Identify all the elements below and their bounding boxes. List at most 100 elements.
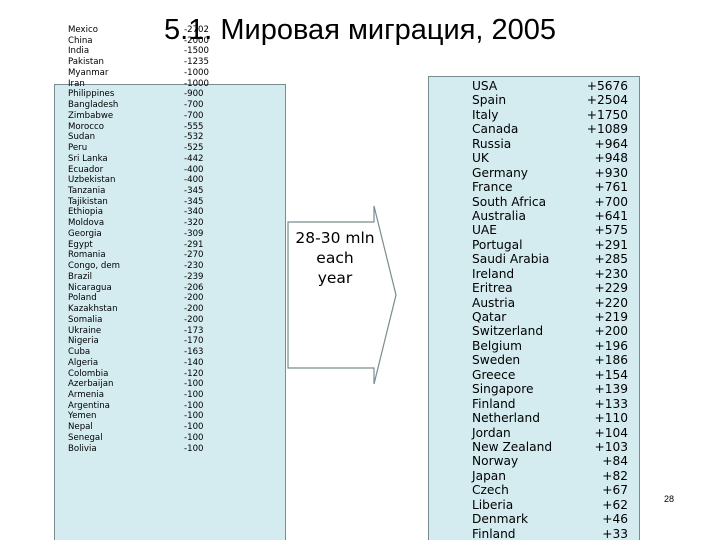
emigration-box <box>54 84 286 540</box>
country-name: South Africa <box>472 194 547 209</box>
emigration-row: Pakistan -1235 <box>68 57 228 68</box>
immigration-row: Czech +67 <box>472 483 632 497</box>
country-name: Sudan <box>68 132 96 143</box>
emigration-row: Bangladesh -700 <box>68 100 228 111</box>
immigration-row: Greece +154 <box>472 368 632 382</box>
country-name: Ireland <box>472 266 515 281</box>
country-name: Nigeria <box>68 336 99 347</box>
immigration-row: Belgium +196 <box>472 339 632 353</box>
migration-value: -270 <box>184 250 204 261</box>
country-name: Tanzania <box>68 186 106 197</box>
country-name: Bangladesh <box>68 100 119 111</box>
migration-value: -163 <box>184 347 204 358</box>
migration-value: -230 <box>184 261 204 272</box>
migration-value: -291 <box>184 239 204 250</box>
migration-value: +761 <box>594 180 628 195</box>
immigration-row: France +761 <box>472 180 632 194</box>
immigration-row: Sweden +186 <box>472 353 632 367</box>
country-name: UAE <box>472 223 497 238</box>
emigration-row: Ethiopia -340 <box>68 207 228 218</box>
immigration-row: Eritrea +229 <box>472 281 632 295</box>
immigration-row: South Africa +700 <box>472 195 632 209</box>
migration-value: +103 <box>594 439 628 454</box>
migration-value: +84 <box>602 454 628 469</box>
migration-value: +285 <box>594 252 628 267</box>
country-name: Iran <box>68 78 85 89</box>
migration-value: +62 <box>602 497 628 512</box>
emigration-row: Nepal -100 <box>68 422 228 433</box>
arrow-label-line-2: each <box>316 249 353 267</box>
immigration-row: Liberia +62 <box>472 498 632 512</box>
emigration-row: Romania -270 <box>68 250 228 261</box>
emigration-row: Yemen -100 <box>68 411 228 422</box>
immigration-row: Denmark +46 <box>472 512 632 526</box>
migration-value: -173 <box>184 325 204 336</box>
immigration-row: Switzerland +200 <box>472 324 632 338</box>
migration-value: +82 <box>602 468 628 483</box>
migration-value: -100 <box>184 443 204 454</box>
migration-value: +2504 <box>586 93 628 108</box>
country-name: Qatar <box>472 310 507 324</box>
country-name: Sweden <box>472 353 521 368</box>
migration-value: -140 <box>184 357 204 368</box>
country-name: Saudi Arabia <box>472 252 550 267</box>
country-name: Colombia <box>68 368 109 379</box>
country-name: Eritrea <box>472 281 513 296</box>
country-name: Armenia <box>68 389 105 400</box>
migration-value: -400 <box>184 175 204 186</box>
immigration-row: USA +5676 <box>472 79 632 93</box>
emigration-row: Mexico -2702 <box>68 25 228 36</box>
emigration-row: Uzbekistan -400 <box>68 175 228 186</box>
country-name: Peru <box>68 143 88 154</box>
migration-value: +700 <box>594 194 628 209</box>
country-name: Ukraine <box>68 325 102 336</box>
migration-value: +948 <box>594 151 628 166</box>
migration-value: -206 <box>184 282 204 293</box>
migration-value: +575 <box>594 223 628 238</box>
emigration-row: Sri Lanka -442 <box>68 154 228 165</box>
emigration-row: Egypt -291 <box>68 240 228 251</box>
immigration-row: Saudi Arabia +285 <box>472 252 632 266</box>
migration-value: +291 <box>594 237 628 252</box>
country-name: Somalia <box>68 314 103 325</box>
country-name: Russia <box>472 136 512 151</box>
arrow-label-line-3: year <box>318 269 353 287</box>
immigration-list: USA +5676 Spain +2504 Italy +1750 Canada +1089 R… <box>472 79 632 540</box>
migration-value: -100 <box>184 432 204 443</box>
emigration-row: Somalia -200 <box>68 315 228 326</box>
migration-value: -1500 <box>184 46 209 57</box>
country-name: Myanmar <box>68 67 109 78</box>
emigration-row: Brazil -239 <box>68 272 228 283</box>
emigration-row: Poland -200 <box>68 293 228 304</box>
migration-value: +1089 <box>586 122 628 137</box>
country-name: USA <box>472 79 498 93</box>
emigration-row: Zimbabwe -700 <box>68 111 228 122</box>
emigration-list: Mexico -2702 China -2000 India -1500 Pakistan -… <box>68 25 228 454</box>
migration-value: -100 <box>184 379 204 390</box>
migration-value: -2702 <box>184 25 209 35</box>
immigration-row: Singapore +139 <box>472 382 632 396</box>
migration-value: -239 <box>184 271 204 282</box>
emigration-row: Tajikistan -345 <box>68 197 228 208</box>
migration-value: -320 <box>184 218 204 229</box>
emigration-row: Peru -525 <box>68 143 228 154</box>
immigration-row: Netherland +110 <box>472 411 632 425</box>
arrow-label-line-1: 28-30 mln <box>295 229 374 247</box>
emigration-row: Senegal -100 <box>68 433 228 444</box>
country-name: Algeria <box>68 357 99 368</box>
migration-value: -1000 <box>184 78 209 89</box>
migration-value: -200 <box>184 314 204 325</box>
emigration-row: Argentina -100 <box>68 401 228 412</box>
arrow-shape <box>287 205 397 385</box>
emigration-row: Morocco -555 <box>68 122 228 133</box>
migration-value: -1000 <box>184 67 209 78</box>
country-name: Azerbaijan <box>68 379 114 390</box>
slide-number: 28 <box>664 494 675 504</box>
emigration-row: China -2000 <box>68 36 228 47</box>
country-name: Romania <box>68 250 106 261</box>
country-name: Tajikistan <box>68 196 108 207</box>
migration-value: +133 <box>594 396 628 411</box>
immigration-row: New Zealand +103 <box>472 440 632 454</box>
country-name: Portugal <box>472 237 523 252</box>
country-name: New Zealand <box>472 439 553 454</box>
